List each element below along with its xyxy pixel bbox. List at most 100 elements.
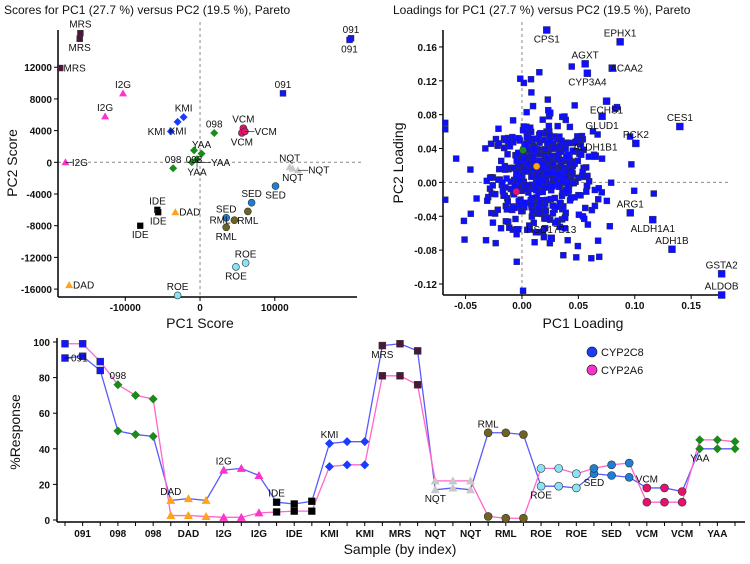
y-tick-label: 0 bbox=[44, 516, 50, 527]
loading-point bbox=[501, 144, 508, 151]
point-label: KMI bbox=[169, 126, 187, 137]
loading-point bbox=[560, 251, 567, 259]
data-point-CYP2A6 bbox=[730, 437, 740, 447]
loading-point bbox=[527, 124, 534, 131]
data-point-CYP2C8 bbox=[519, 430, 528, 439]
loading-point bbox=[555, 171, 563, 178]
loading-point bbox=[575, 211, 583, 218]
loading-point bbox=[563, 153, 570, 161]
loading-point bbox=[552, 219, 559, 226]
loading-point bbox=[717, 291, 726, 299]
point-label: IDE bbox=[150, 217, 167, 228]
loading-point bbox=[512, 215, 519, 223]
loading-point bbox=[562, 116, 569, 124]
data-point-CYP2A6 bbox=[536, 464, 546, 473]
loading-point bbox=[461, 236, 468, 243]
group-label: MRS bbox=[371, 350, 394, 361]
point-label: YAA bbox=[211, 158, 231, 169]
data-point-CYP2A6 bbox=[290, 507, 298, 515]
loading-point bbox=[529, 208, 536, 215]
loading-point bbox=[442, 126, 449, 133]
score-point-ROE bbox=[241, 259, 250, 267]
loading-point bbox=[602, 97, 611, 105]
score-point-RML bbox=[244, 207, 252, 216]
loading-point bbox=[568, 63, 575, 70]
loading-point bbox=[521, 168, 529, 175]
score-point-YAA bbox=[197, 149, 206, 158]
loading-point bbox=[583, 182, 591, 190]
x-tick-label: 0 bbox=[197, 303, 203, 314]
loading-point bbox=[613, 103, 621, 111]
point-label: CPS1 bbox=[534, 35, 561, 46]
data-point-CYP2C8 bbox=[572, 483, 581, 493]
loading-point bbox=[499, 187, 507, 195]
score-point-KMI bbox=[173, 117, 182, 126]
loading-point bbox=[527, 76, 535, 83]
data-point-CYP2C8 bbox=[413, 347, 422, 355]
loading-point bbox=[553, 153, 561, 161]
point-label: ROE bbox=[225, 271, 247, 282]
loading-point bbox=[524, 181, 531, 189]
x-tick-label: VCM bbox=[636, 529, 658, 540]
loading-point bbox=[569, 147, 576, 154]
x-tick-label: ROE bbox=[565, 529, 587, 540]
data-point-CYP2C8 bbox=[730, 444, 740, 454]
loading-point bbox=[547, 137, 554, 144]
loading-point bbox=[583, 69, 592, 77]
point-label: I2G bbox=[72, 158, 88, 169]
scores-ylabel: PC2 Score bbox=[4, 129, 20, 197]
loading-point bbox=[606, 222, 614, 230]
score-point-MRS bbox=[76, 35, 83, 42]
loading-point bbox=[626, 209, 634, 217]
point-label: VCM bbox=[232, 115, 254, 126]
loading-point bbox=[483, 177, 490, 185]
response-xlabel: Sample (by index) bbox=[344, 541, 457, 557]
y-tick-label: 4000 bbox=[30, 127, 53, 138]
loading-point bbox=[552, 176, 559, 183]
point-label: GSTA2 bbox=[706, 260, 738, 271]
loading-point bbox=[489, 182, 496, 189]
loading-point bbox=[568, 168, 575, 175]
point-label: IDE bbox=[149, 196, 166, 207]
data-point-CYP2C8 bbox=[677, 487, 687, 496]
loadings-title: Loadings for PC1 (27.7 %) versus PC2 (19… bbox=[393, 3, 691, 17]
loading-point bbox=[541, 224, 549, 232]
point-label: ECHS1 bbox=[590, 106, 624, 117]
point-label: VCM bbox=[231, 137, 253, 148]
data-point-CYP2A6 bbox=[430, 476, 440, 485]
point-label: RML bbox=[209, 216, 231, 227]
loadings-xlabel: PC1 Loading bbox=[543, 315, 624, 331]
loading-point bbox=[567, 194, 574, 202]
loading-point bbox=[442, 119, 449, 127]
loading-point bbox=[495, 140, 503, 147]
data-point-CYP2C8 bbox=[466, 485, 476, 494]
loading-point bbox=[523, 141, 530, 148]
data-point-CYP2A6 bbox=[572, 469, 581, 479]
loading-point bbox=[668, 245, 676, 253]
score-point-IDE bbox=[154, 209, 162, 216]
loading-point bbox=[547, 109, 554, 117]
data-point-CYP2A6 bbox=[308, 507, 316, 515]
loading-point bbox=[460, 217, 468, 225]
loading-point bbox=[506, 224, 513, 231]
loading-point bbox=[583, 188, 590, 195]
group-label: I2G bbox=[216, 457, 232, 468]
loading-point bbox=[550, 160, 557, 167]
point-label: MRS bbox=[69, 20, 92, 31]
group-label: 091 bbox=[71, 354, 88, 365]
loading-point bbox=[585, 153, 593, 160]
x-tick-label: KMI bbox=[320, 529, 339, 540]
scores-xlabel: PC1 Score bbox=[166, 315, 234, 331]
score-point-MRS bbox=[77, 29, 84, 37]
data-point-CYP2C8 bbox=[342, 437, 352, 447]
loading-point bbox=[581, 215, 588, 223]
x-tick-label: -0.05 bbox=[454, 301, 477, 312]
loading-point bbox=[495, 165, 503, 173]
data-point-CYP2A6 bbox=[466, 476, 476, 485]
point-label: VCM bbox=[255, 127, 277, 138]
x-tick-label: ROE bbox=[530, 529, 552, 540]
loading-point bbox=[559, 178, 566, 186]
score-point-ROE bbox=[173, 291, 182, 300]
x-tick-label: I2G bbox=[251, 529, 267, 540]
